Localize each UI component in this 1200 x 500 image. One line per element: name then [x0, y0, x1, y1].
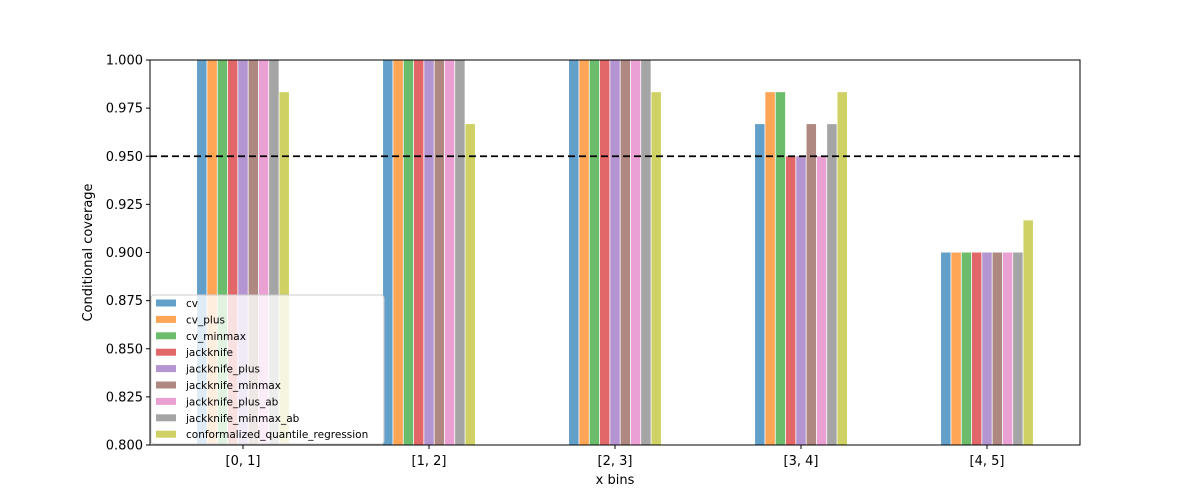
legend: cv cv_plus cv_minmax jackknife jackknife_plu… [150, 294, 385, 445]
bar-jackknife_minmax-2 [620, 60, 631, 445]
legend-swatch-cv_plus [156, 315, 176, 323]
y-tick-label: 0.825 [106, 390, 143, 405]
bar-cv_plus-0 [207, 60, 217, 445]
bar-jackknife_plus_ab-2 [630, 60, 641, 445]
bar-jackknife_minmax-1 [434, 60, 445, 445]
bar-jackknife-2 [599, 60, 610, 445]
bar-cv-4 [941, 252, 951, 445]
bar-cv_plus-2 [579, 60, 589, 445]
bar-jackknife-0 [227, 60, 238, 445]
bar-cv_minmax-3 [775, 92, 786, 445]
legend-swatch-jackknife_plus [156, 365, 176, 373]
bar-cv_minmax-0 [217, 60, 228, 445]
y-tick-label: 0.950 [106, 150, 143, 165]
bar-jackknife-4 [971, 252, 982, 445]
bar-jackknife_minmax-4 [992, 252, 1003, 445]
legend-label-jackknife: jackknife [185, 347, 233, 359]
legend-swatch-conformalized_quantile_regression [156, 430, 176, 438]
bar-jackknife-3 [785, 156, 796, 445]
bar-jackknife_plus_ab-1 [444, 60, 455, 445]
bar-conformalized_quantile_regression-3 [837, 92, 847, 445]
bar-conformalized_quantile_regression-1 [465, 124, 475, 445]
bar-jackknife_plus_ab-0 [258, 60, 269, 445]
x-tick-label: [3, 4] [784, 454, 819, 469]
bar-cv-1 [383, 60, 393, 445]
legend-swatch-cv_minmax [156, 332, 176, 340]
bar-cv-2 [569, 60, 579, 445]
bar-cv_plus-1 [393, 60, 403, 445]
legend-label-cv_plus: cv_plus [186, 314, 225, 326]
x-axis: [0, 1] [1, 2] [2, 3] [3, 4] [4, 5] [226, 445, 1005, 469]
bar-jackknife_plus_ab-4 [1002, 252, 1013, 445]
legend-label-jackknife_plus_ab: jackknife_plus_ab [185, 396, 279, 408]
bar-group [197, 60, 1033, 445]
x-tick-label: [1, 2] [412, 454, 447, 469]
bar-cv_minmax-2 [589, 60, 600, 445]
legend-label-jackknife_plus: jackknife_plus [185, 364, 260, 376]
bar-jackknife_minmax_ab-3 [827, 124, 837, 445]
legend-swatch-jackknife_minmax [156, 381, 176, 389]
bar-conformalized_quantile_regression-4 [1023, 220, 1033, 445]
bar-cv_plus-3 [765, 92, 775, 445]
bar-conformalized_quantile_regression-2 [651, 92, 661, 445]
bar-jackknife_plus-1 [424, 60, 434, 445]
bar-jackknife_minmax_ab-4 [1013, 252, 1023, 445]
bar-cv_plus-4 [951, 252, 961, 445]
y-tick-label: 0.975 [106, 102, 143, 117]
bar-cv_minmax-4 [961, 252, 972, 445]
legend-label-cv: cv [186, 298, 198, 310]
y-axis-label: Conditional coverage [81, 183, 96, 321]
bar-jackknife_minmax-3 [806, 124, 817, 445]
y-tick-label: 0.800 [106, 439, 143, 454]
y-tick-label: 0.925 [106, 198, 143, 213]
y-tick-label: 0.850 [106, 342, 143, 357]
bar-conformalized_quantile_regression-0 [279, 92, 289, 445]
bar-cv-0 [197, 60, 207, 445]
legend-box [150, 294, 385, 445]
bar-jackknife_minmax_ab-2 [641, 60, 651, 445]
legend-swatch-jackknife_minmax_ab [156, 414, 176, 422]
bar-cv_minmax-1 [403, 60, 414, 445]
bar-jackknife_minmax-0 [248, 60, 259, 445]
legend-swatch-jackknife_plus_ab [156, 397, 176, 405]
legend-swatch-cv [156, 299, 176, 307]
bar-jackknife_plus_ab-3 [816, 156, 827, 445]
bar-jackknife-1 [413, 60, 424, 445]
x-tick-label: [2, 3] [598, 454, 633, 469]
bar-jackknife_plus-4 [982, 252, 992, 445]
legend-swatch-jackknife [156, 348, 176, 356]
bar-cv-3 [755, 124, 765, 445]
x-axis-label: x bins [596, 473, 635, 488]
x-tick-label: [4, 5] [970, 454, 1005, 469]
x-tick-label: [0, 1] [226, 454, 261, 469]
legend-label-jackknife_minmax_ab: jackknife_minmax_ab [185, 413, 300, 425]
bar-jackknife_plus-3 [796, 156, 806, 445]
y-axis: 0.800 0.825 0.850 0.875 0.900 0.925 0.950 0.975… [106, 54, 150, 454]
legend-label-jackknife_minmax: jackknife_minmax [185, 380, 281, 392]
bar-jackknife_minmax_ab-1 [455, 60, 465, 445]
bar-jackknife_minmax_ab-0 [269, 60, 279, 445]
y-tick-label: 0.875 [106, 294, 143, 309]
legend-label-conformalized_quantile_regression: conformalized_quantile_regression [186, 429, 368, 441]
legend-label-cv_minmax: cv_minmax [186, 331, 246, 343]
y-tick-label: 1.000 [106, 54, 143, 69]
bar-jackknife_plus-0 [238, 60, 248, 445]
y-tick-label: 0.900 [106, 246, 143, 261]
bar-jackknife_plus-2 [610, 60, 620, 445]
